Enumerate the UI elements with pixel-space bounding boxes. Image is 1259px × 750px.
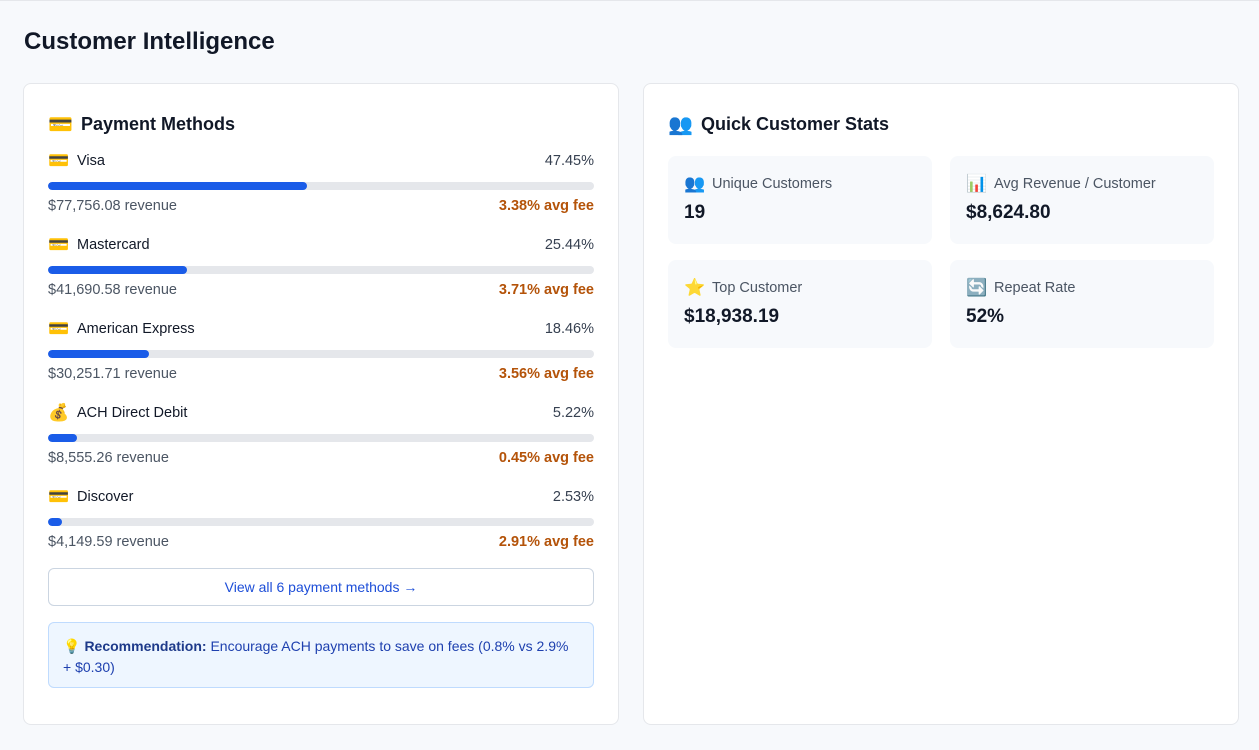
stat-repeat-rate: 🔄 Repeat Rate 52%: [950, 260, 1214, 348]
payment-method-percent: 25.44%: [544, 237, 594, 253]
payment-method-revenue: $30,251.71 revenue: [48, 366, 177, 382]
payment-method-fee: 0.45% avg fee: [498, 450, 594, 466]
payment-method-fee: 3.38% avg fee: [498, 198, 594, 214]
payment-methods-title: Payment Methods: [81, 113, 236, 134]
quick-stats-card: 👥 Quick Customer Stats 👥 Unique Customer…: [643, 83, 1239, 725]
credit-card-icon: 💳: [48, 235, 70, 255]
stat-value: 52%: [966, 306, 1005, 327]
payment-method-name: Visa: [77, 153, 105, 169]
recommendation-text: Encourage ACH payments to save on fees (…: [63, 638, 569, 675]
payment-method-fee: 3.56% avg fee: [498, 366, 594, 382]
lightbulb-icon: 💡: [63, 639, 81, 655]
payment-method-percent: 47.45%: [544, 153, 594, 169]
payment-method-revenue: $77,756.08 revenue: [48, 198, 177, 214]
payment-method-list: 💳 Visa 47.45% $77,756.08 revenue 3.38% a…: [48, 148, 594, 568]
view-all-payment-methods-button[interactable]: View all 6 payment methods →: [48, 568, 594, 606]
share-bar-track: [48, 350, 594, 358]
people-icon: 👥: [684, 174, 706, 194]
recommendation-box: 💡 Recommendation: Encourage ACH payments …: [48, 622, 594, 688]
payment-method-visa: 💳 Visa 47.45% $77,756.08 revenue 3.38% a…: [48, 148, 594, 232]
credit-card-icon: 💳: [48, 151, 70, 171]
stat-avg-revenue: 📊 Avg Revenue / Customer $8,624.80: [950, 156, 1214, 244]
payment-method-ach: 💰 ACH Direct Debit 5.22% $8,555.26 reven…: [48, 400, 594, 484]
share-bar-track: [48, 182, 594, 190]
payment-method-percent: 2.53%: [552, 489, 594, 505]
share-bar-fill: [48, 350, 149, 358]
payment-method-percent: 5.22%: [552, 405, 594, 421]
quick-stats-title: Quick Customer Stats: [701, 113, 890, 134]
stat-grid: 👥 Unique Customers 19 📊 Avg Revenue / Cu…: [668, 156, 1214, 348]
payment-method-fee: 3.71% avg fee: [498, 282, 594, 298]
payment-method-name: ACH Direct Debit: [77, 405, 188, 421]
recommendation-label: Recommendation:: [84, 638, 207, 654]
stat-unique-customers: 👥 Unique Customers 19: [668, 156, 932, 244]
payment-method-revenue: $8,555.26 revenue: [48, 450, 169, 466]
payment-methods-header: 💳 Payment Methods: [48, 112, 594, 136]
bar-chart-icon: 📊: [966, 174, 988, 194]
payment-method-discover: 💳 Discover 2.53% $4,149.59 revenue 2.91%…: [48, 484, 594, 568]
credit-card-icon: 💳: [48, 487, 70, 507]
payment-method-name: Discover: [77, 489, 134, 505]
stat-value: 19: [684, 202, 706, 223]
share-bar-fill: [48, 266, 187, 274]
share-bar-track: [48, 266, 594, 274]
share-bar-track: [48, 434, 594, 442]
quick-stats-header: 👥 Quick Customer Stats: [668, 112, 1214, 136]
share-bar-track: [48, 518, 594, 526]
payment-method-fee: 2.91% avg fee: [498, 534, 594, 550]
stat-value: $8,624.80: [966, 202, 1051, 223]
payment-method-revenue: $4,149.59 revenue: [48, 534, 169, 550]
stat-value: $18,938.19: [684, 306, 780, 327]
stat-label: Repeat Rate: [994, 280, 1076, 296]
star-icon: ⭐: [684, 278, 706, 298]
payment-method-name: Mastercard: [77, 237, 150, 253]
payment-method-name: American Express: [77, 321, 195, 337]
repeat-icon: 🔄: [966, 278, 988, 298]
stat-label: Top Customer: [712, 280, 803, 296]
credit-card-icon: 💳: [48, 319, 70, 339]
share-bar-fill: [48, 434, 77, 442]
payment-method-amex: 💳 American Express 18.46% $30,251.71 rev…: [48, 316, 594, 400]
stat-label: Avg Revenue / Customer: [994, 176, 1156, 192]
share-bar-fill: [48, 182, 308, 190]
stat-label: Unique Customers: [712, 176, 833, 192]
people-icon: 👥: [668, 112, 693, 136]
payment-method-revenue: $41,690.58 revenue: [48, 282, 177, 298]
payment-method-mastercard: 💳 Mastercard 25.44% $41,690.58 revenue 3…: [48, 232, 594, 316]
credit-card-icon: 💳: [48, 112, 73, 136]
page-title: Customer Intelligence: [24, 28, 275, 55]
payment-method-percent: 18.46%: [544, 321, 594, 337]
payment-methods-card: 💳 Payment Methods 💳 Visa 47.45% $77,756.…: [23, 83, 619, 725]
money-bag-icon: 💰: [48, 403, 70, 423]
stat-top-customer: ⭐ Top Customer $18,938.19: [668, 260, 932, 348]
top-divider: [0, 0, 1259, 1]
share-bar-fill: [48, 518, 62, 526]
